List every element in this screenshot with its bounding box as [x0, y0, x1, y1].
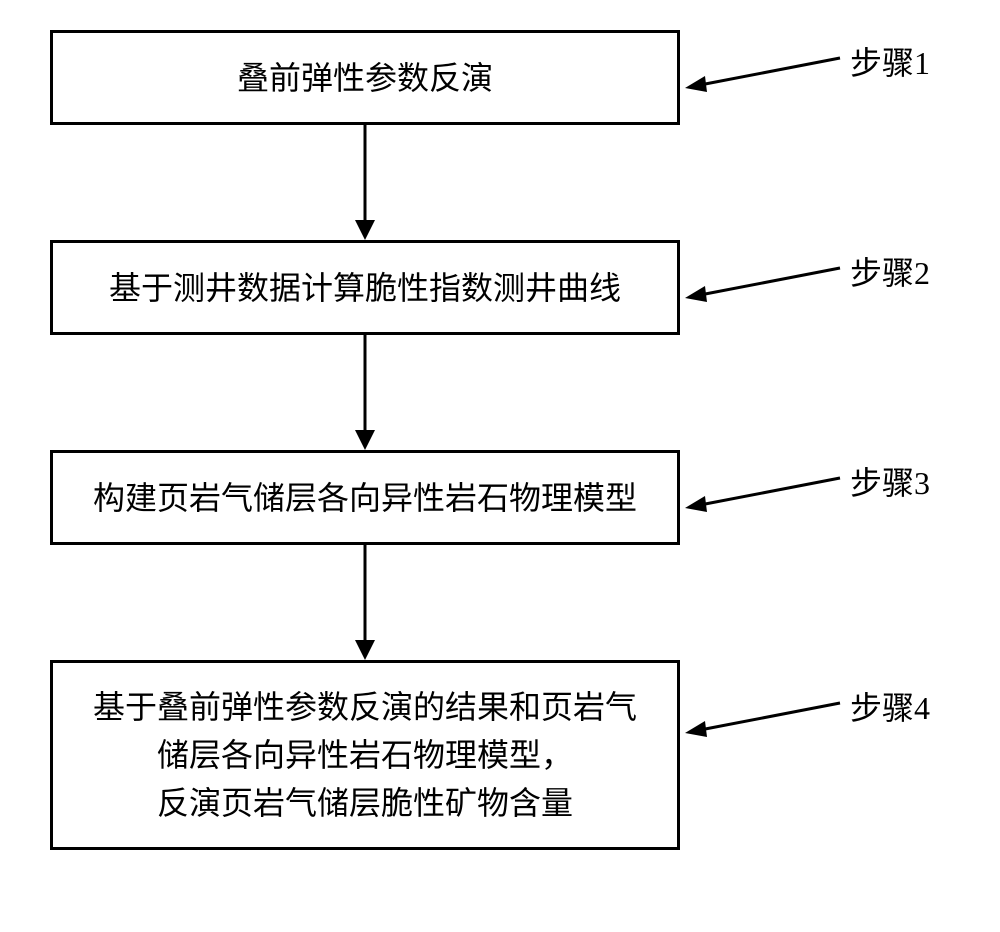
step-4-label: 步骤4	[850, 683, 930, 729]
step-3-label: 步骤3	[850, 458, 930, 504]
step-1-label: 步骤1	[850, 38, 930, 84]
label-arrow-1	[680, 48, 845, 98]
step-4-text: 基于叠前弹性参数反演的结果和页岩气 储层各向异性岩石物理模型， 反演页岩气储层脆…	[93, 683, 637, 827]
step-2-label: 步骤2	[850, 248, 930, 294]
label-arrow-4	[680, 693, 845, 743]
label-arrow-2	[680, 258, 845, 308]
step-1-text: 叠前弹性参数反演	[237, 54, 493, 102]
step-3-text: 构建页岩气储层各向异性岩石物理模型	[93, 474, 637, 522]
step-4-box: 基于叠前弹性参数反演的结果和页岩气 储层各向异性岩石物理模型， 反演页岩气储层脆…	[50, 660, 680, 850]
arrow-2-to-3	[350, 335, 380, 450]
arrow-1-to-2	[350, 125, 380, 240]
step-2-text: 基于测井数据计算脆性指数测井曲线	[109, 264, 621, 312]
step-1-box: 叠前弹性参数反演	[50, 30, 680, 125]
label-arrow-3	[680, 468, 845, 518]
step-3-box: 构建页岩气储层各向异性岩石物理模型	[50, 450, 680, 545]
arrow-3-to-4	[350, 545, 380, 660]
step-2-box: 基于测井数据计算脆性指数测井曲线	[50, 240, 680, 335]
